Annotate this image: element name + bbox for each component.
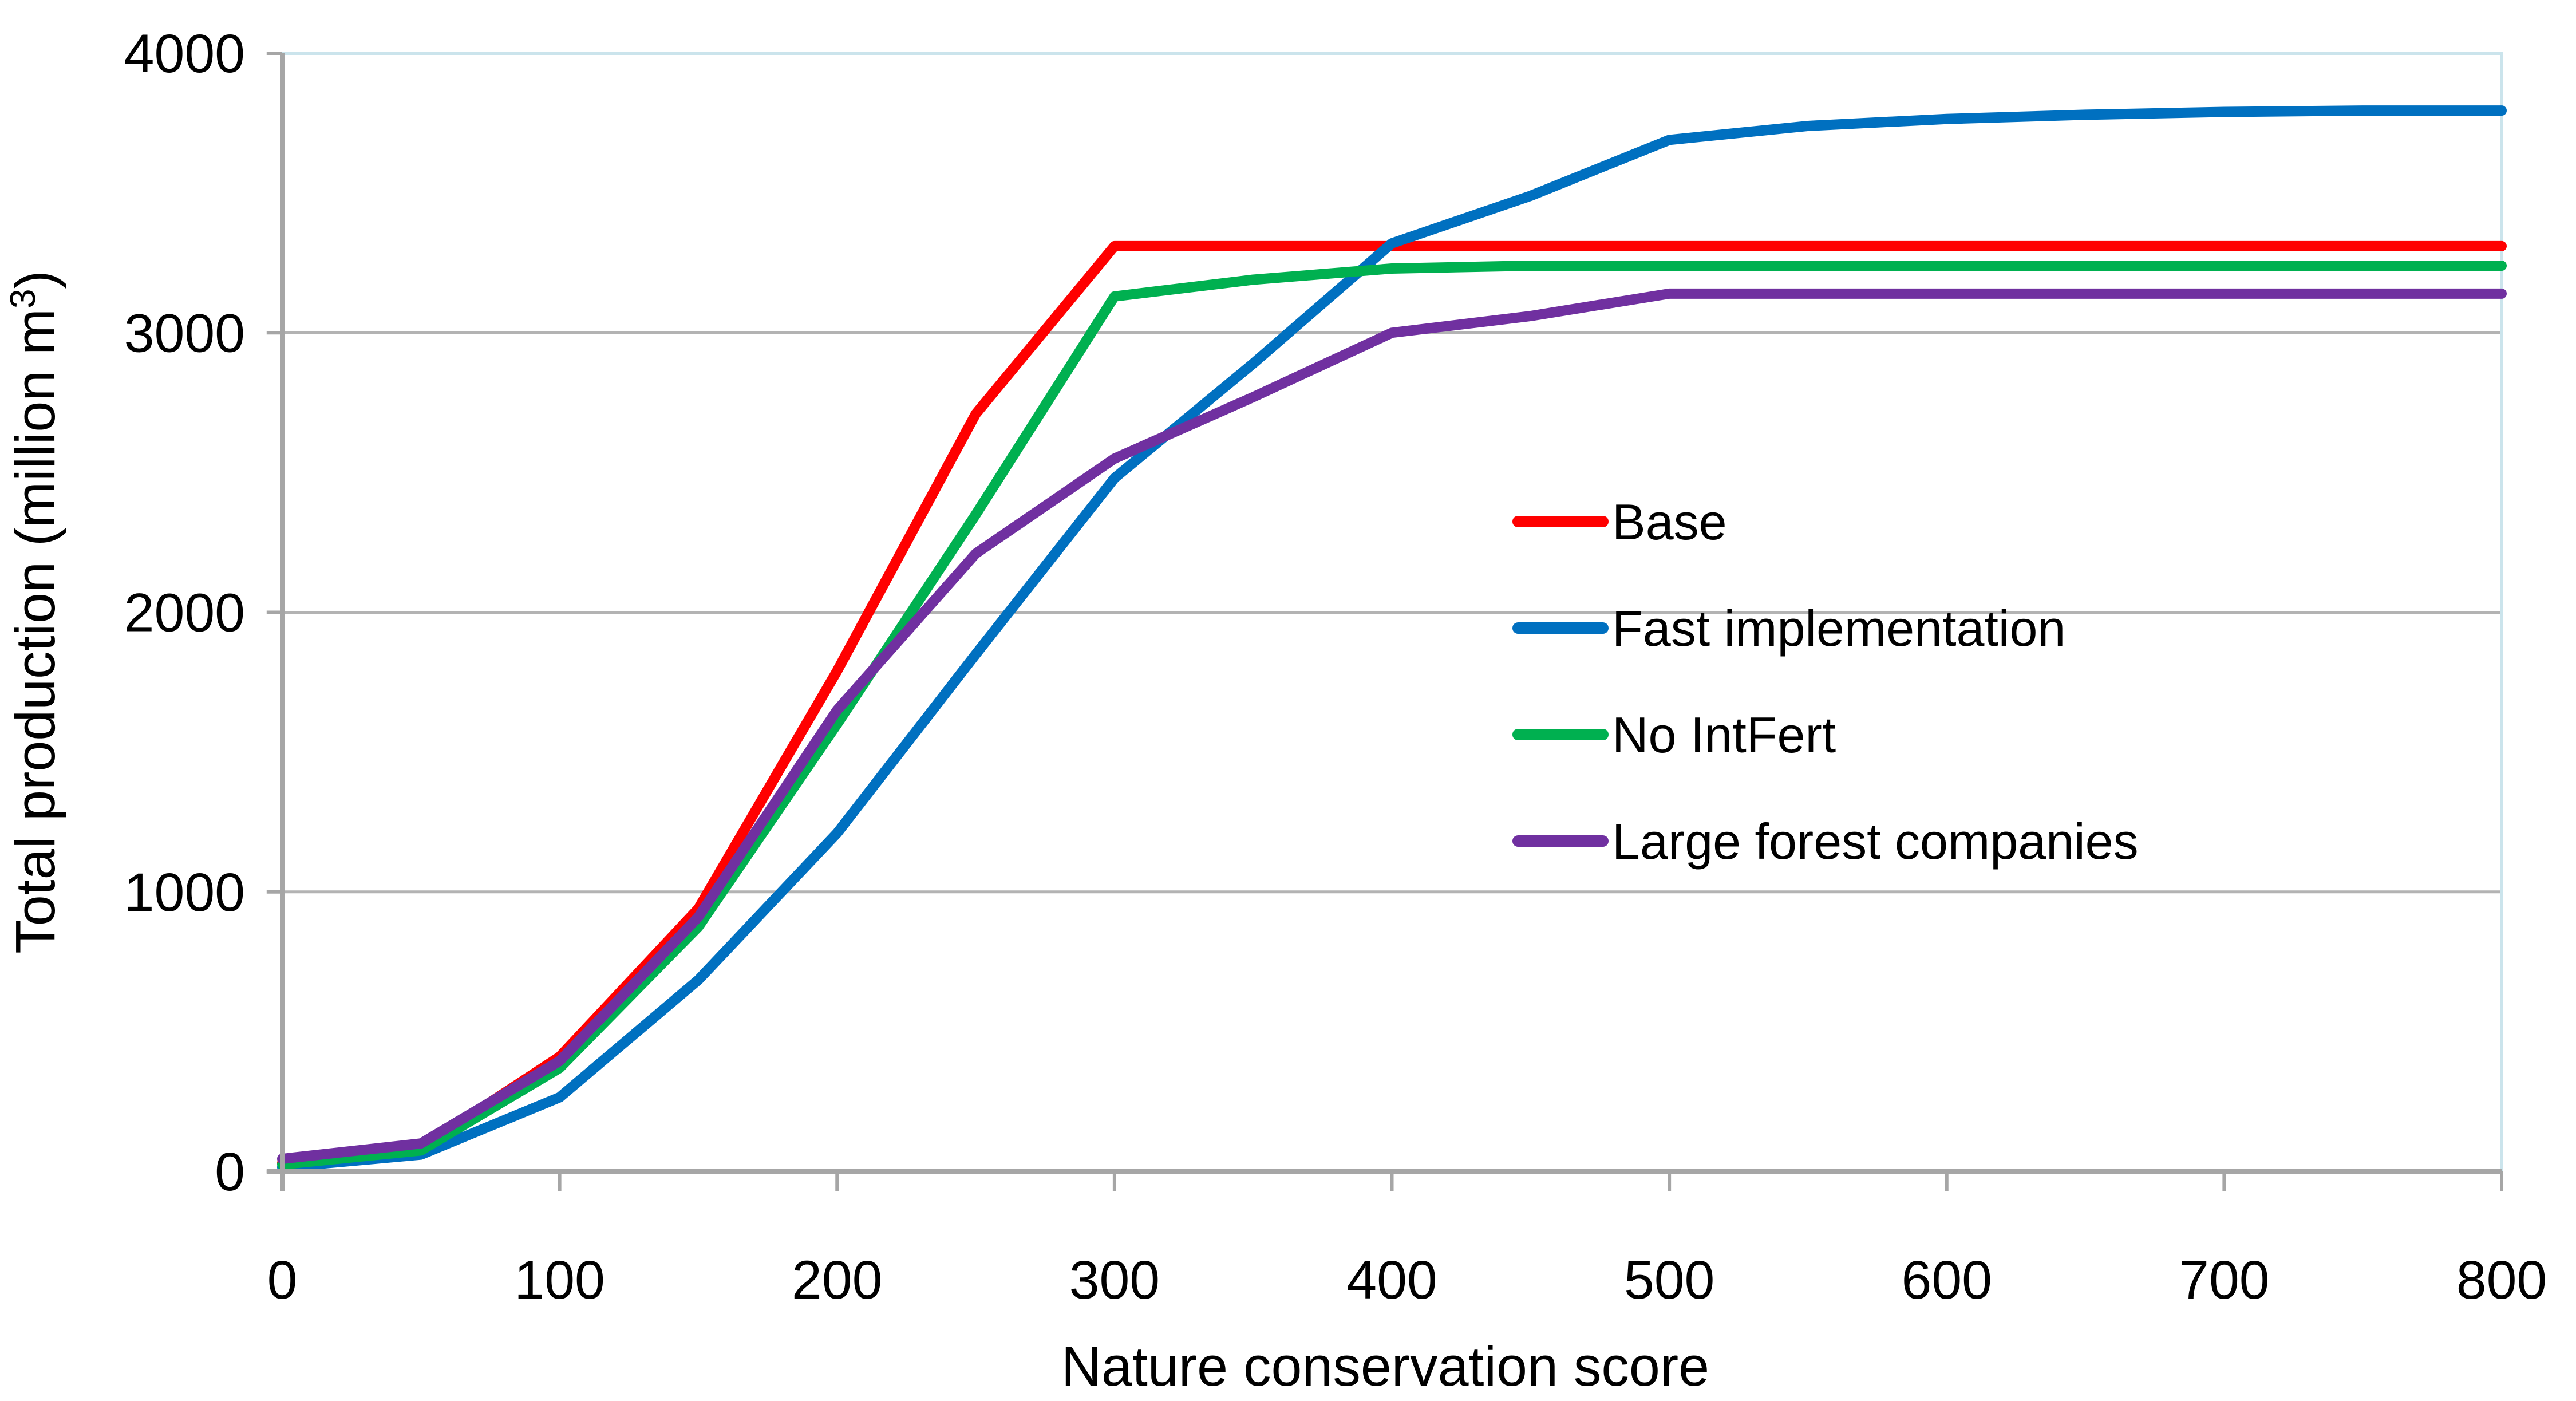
x-tick-label-600: 600 (1901, 1250, 1992, 1311)
y-tick-label-4000: 4000 (124, 23, 245, 84)
legend: Base Fast implementation No IntFert Large f… (1512, 494, 2139, 870)
x-tick-label-500: 500 (1624, 1250, 1715, 1311)
x-tick-label-400: 400 (1346, 1250, 1437, 1311)
legend-item-no-intfert: No IntFert (1512, 707, 1836, 763)
gridlines (282, 331, 2502, 894)
series-line-base (277, 240, 2507, 1169)
x-tick-label-100: 100 (514, 1250, 605, 1311)
y-tick-label-1000: 1000 (124, 862, 245, 923)
y-axis-title-superscript: 3 (3, 289, 43, 309)
x-tick-label-300: 300 (1069, 1250, 1160, 1311)
y-tick-label-2000: 2000 (124, 583, 245, 644)
axis-titles: Nature conservation score Total producti… (3, 270, 1709, 1398)
legend-label-no-intfert: No IntFert (1612, 707, 1836, 763)
tick-marks (266, 52, 2503, 1191)
series-line-large-forest-companies (277, 288, 2507, 1165)
legend-item-large-forest-companies: Large forest companies (1512, 813, 2139, 870)
x-tick-label-200: 200 (792, 1250, 883, 1311)
y-tick-labels: 0 1000 2000 3000 4000 (124, 23, 245, 1202)
series-line-no-intfert (277, 261, 2507, 1170)
y-axis-title-main: Total production (million m (4, 309, 66, 954)
plot-area-border (282, 52, 2503, 1171)
series-line-fast-implementation (277, 105, 2507, 1173)
y-tick-label-3000: 3000 (124, 303, 245, 364)
legend-item-fast-implementation: Fast implementation (1512, 600, 2065, 657)
x-tick-labels: 0 100 200 300 400 500 600 700 800 (267, 1250, 2547, 1311)
y-tick-label-0: 0 (215, 1142, 245, 1202)
legend-label-fast-implementation: Fast implementation (1612, 600, 2065, 657)
x-axis-title: Nature conservation score (1061, 1335, 1709, 1398)
y-axis-title: Total production (million m3) (3, 270, 66, 954)
axes (266, 53, 2502, 1191)
legend-label-large-forest-companies: Large forest companies (1612, 813, 2139, 870)
x-tick-label-0: 0 (267, 1250, 298, 1311)
plot-border-line (282, 52, 2503, 1171)
x-tick-label-700: 700 (2179, 1250, 2270, 1311)
y-axis-title-end: ) (4, 270, 66, 289)
series-lines (277, 105, 2507, 1173)
legend-label-base: Base (1612, 494, 1727, 550)
legend-item-base: Base (1512, 494, 1727, 550)
x-tick-label-800: 800 (2456, 1250, 2547, 1311)
